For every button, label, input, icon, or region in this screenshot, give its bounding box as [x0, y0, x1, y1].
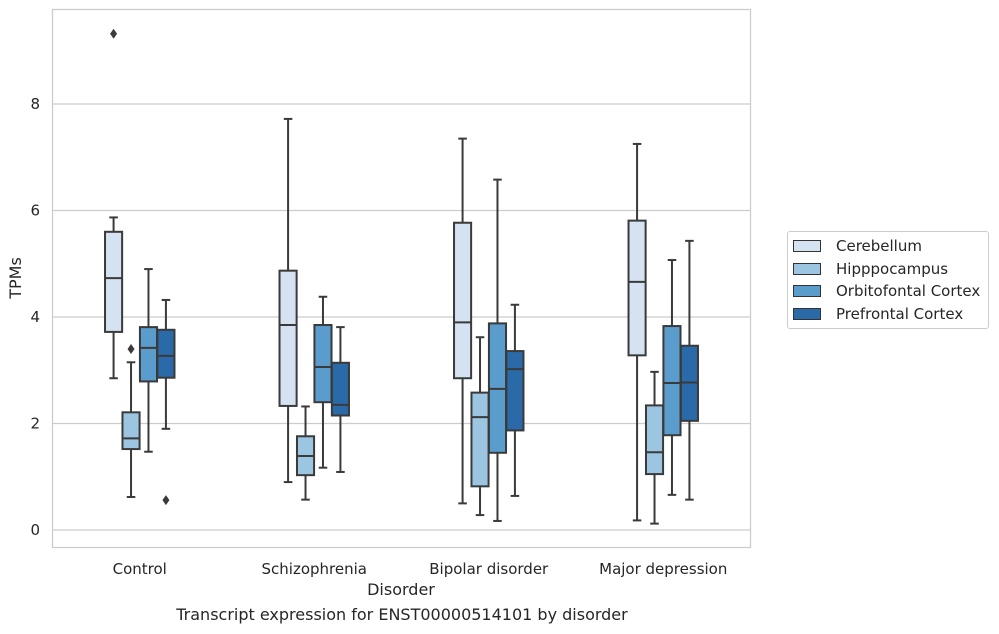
iqr-box [470, 391, 490, 488]
iqr-box [505, 350, 525, 432]
box-orbitofontal-cortex [662, 259, 682, 496]
legend-label: Hipppocampus [836, 259, 949, 278]
iqr-box [156, 328, 176, 379]
x-tick-label: Schizophrenia [262, 560, 367, 578]
box-cerebellum [104, 28, 124, 380]
y-axis-title: TPMs [6, 257, 25, 300]
iqr-box [330, 361, 350, 417]
legend-item: Prefrontal Cortex [788, 303, 988, 326]
iqr-box [104, 230, 124, 333]
y-tick-label: 6 [30, 202, 40, 220]
legend-swatch [793, 307, 821, 320]
legend-label: Cerebellum [836, 237, 922, 256]
box-cerebellum [627, 142, 647, 522]
box-prefrontal-cortex [505, 303, 525, 497]
figure-caption: Transcript expression for ENST0000051410… [176, 605, 628, 624]
iqr-box [313, 323, 333, 404]
outlier-point [127, 343, 135, 354]
x-tick-label: Major depression [599, 560, 727, 578]
x-tick-label: Bipolar disorder [429, 560, 549, 578]
box-orbitofontal-cortex [487, 178, 508, 522]
legend-swatch [793, 240, 821, 253]
y-tick-labels: 0 2 4 6 8 [30, 95, 40, 539]
box-orbitofontal-cortex [138, 268, 159, 453]
y-tick-label: 0 [30, 521, 40, 539]
x-tick-label: Control [113, 560, 167, 578]
iqr-box [138, 326, 159, 383]
legend-item: Cerebellum [788, 235, 988, 258]
iqr-box [278, 269, 298, 407]
legend-label: Orbitofontal Cortex [836, 282, 981, 301]
legend-label: Prefrontal Cortex [836, 304, 964, 323]
outlier-point [162, 495, 170, 506]
legend-item: Orbitofontal Cortex [788, 280, 988, 303]
legend-swatch [793, 285, 821, 298]
box-orbitofontal-cortex [313, 295, 333, 469]
x-tick-labels: Control Schizophrenia Bipolar disorder Majo… [113, 560, 728, 578]
legend-swatch [793, 262, 821, 275]
iqr-box [121, 411, 141, 451]
y-tick-label: 4 [30, 308, 40, 326]
box-cerebellum [453, 137, 473, 505]
chart-legend: Cerebellum Hipppocampus Orbitofontal Corte… [787, 231, 989, 329]
plot-area-frame [51, 8, 752, 549]
box-prefrontal-cortex [330, 326, 350, 473]
gridlines [52, 103, 751, 531]
iqr-box [644, 404, 665, 476]
iqr-box [453, 221, 473, 380]
box-prefrontal-cortex [156, 298, 176, 506]
boxes-layer [104, 28, 699, 525]
iqr-box [627, 219, 647, 357]
box-hipppocampus [295, 405, 316, 501]
y-tick-label: 2 [30, 415, 40, 433]
x-axis-title: Disorder [367, 580, 435, 599]
box-cerebellum [278, 117, 298, 484]
box-hipppocampus [470, 336, 490, 517]
box-prefrontal-cortex [679, 239, 699, 501]
iqr-box [662, 325, 682, 437]
y-tick-label: 8 [30, 95, 40, 113]
box-hipppocampus [644, 370, 665, 525]
legend-item: Hipppocampus [788, 258, 988, 281]
box-hipppocampus [121, 343, 141, 498]
outlier-point [110, 28, 118, 39]
